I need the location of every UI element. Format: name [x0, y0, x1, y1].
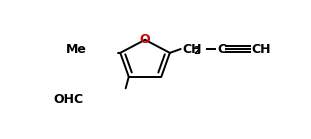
- Text: O: O: [140, 33, 150, 46]
- Text: CH: CH: [251, 43, 271, 55]
- Text: 2: 2: [193, 46, 200, 56]
- Text: C: C: [217, 43, 226, 55]
- Text: CH: CH: [182, 43, 202, 55]
- Text: OHC: OHC: [54, 93, 84, 106]
- Text: Me: Me: [66, 43, 87, 55]
